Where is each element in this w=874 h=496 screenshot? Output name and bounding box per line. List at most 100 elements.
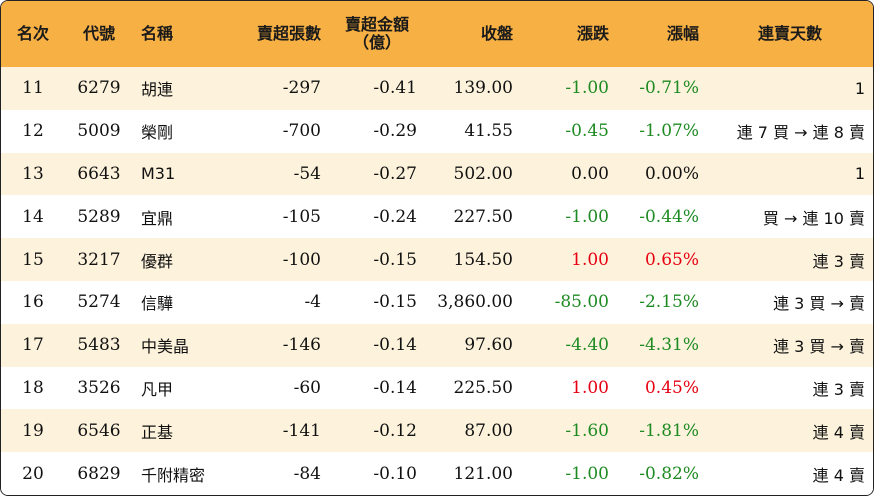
- pct-cell: 0.45%: [644, 377, 699, 398]
- header-sell-amount-line1: 賣超金額: [344, 15, 409, 34]
- table-row: 13 6643 M31 -54 -0.27 502.00 0.00 0.00% 1: [1, 152, 873, 196]
- sell-amount-cell: -0.41: [373, 78, 417, 99]
- rank-cell: 16: [22, 292, 44, 313]
- code-cell: 6829: [77, 463, 121, 484]
- code-cell: 6546: [77, 420, 121, 441]
- sell-shares-cell: -297: [282, 78, 321, 99]
- pct-cell: -0.82%: [639, 463, 699, 484]
- streak-cell: 1: [854, 78, 865, 98]
- name-cell: 正基: [141, 422, 174, 442]
- header-streak: 連賣天數: [757, 24, 822, 43]
- close-cell: 87.00: [464, 420, 513, 441]
- header-rank: 名次: [16, 24, 49, 43]
- close-cell: 225.50: [453, 377, 513, 398]
- close-cell: 154.50: [453, 249, 513, 270]
- code-cell: 5009: [77, 121, 121, 142]
- header-close: 收盤: [480, 24, 513, 43]
- name-cell: 凡甲: [141, 379, 174, 399]
- name-cell: 中美晶: [141, 337, 190, 357]
- rank-cell: 19: [22, 420, 44, 441]
- close-cell: 41.55: [464, 121, 513, 142]
- sell-shares-cell: -100: [282, 249, 321, 270]
- sell-amount-cell: -0.12: [373, 420, 417, 441]
- pct-cell: 0.00%: [644, 163, 699, 184]
- code-cell: 3526: [77, 377, 121, 398]
- code-cell: 3217: [77, 249, 121, 270]
- name-cell: 信驊: [141, 294, 174, 314]
- sell-shares-cell: -146: [282, 335, 321, 356]
- rank-cell: 12: [22, 121, 44, 142]
- close-cell: 3,860.00: [437, 292, 513, 313]
- close-cell: 139.00: [453, 78, 513, 99]
- rank-cell: 11: [22, 78, 44, 99]
- streak-cell: 買 → 連 10 賣: [762, 208, 865, 228]
- rank-cell: 14: [22, 206, 44, 227]
- pct-cell: -2.15%: [639, 292, 699, 313]
- header-sell-shares: 賣超張數: [256, 24, 321, 43]
- header-row: 名次 代號 名稱 賣超張數 賣超金額 （億） 收盤 漲跌 漲幅 連賣天數: [1, 1, 873, 67]
- streak-cell: 連 7 買 → 連 8 賣: [736, 123, 865, 143]
- sell-shares-cell: -700: [282, 121, 321, 142]
- table-row: 15 3217 優群 -100 -0.15 154.50 1.00 0.65% 連 3 賣: [1, 238, 873, 281]
- sell-shares-cell: -60: [293, 377, 321, 398]
- header-code: 代號: [82, 24, 115, 43]
- streak-cell: 連 3 買 → 賣: [773, 294, 865, 314]
- streak-cell: 連 3 賣: [812, 379, 865, 399]
- rank-cell: 18: [22, 377, 44, 398]
- change-cell: 1.00: [571, 249, 609, 270]
- table-row: 11 6279 胡連 -297 -0.41 139.00 -1.00 -0.71% 1: [1, 67, 873, 110]
- header-change: 漲跌: [576, 24, 609, 43]
- table-row: 17 5483 中美晶 -146 -0.14 97.60 -4.40 -4.31% 連 3 買 …: [1, 323, 873, 367]
- code-cell: 6643: [77, 163, 121, 184]
- code-cell: 5289: [77, 206, 121, 227]
- sell-amount-cell: -0.27: [373, 163, 417, 184]
- close-cell: 227.50: [453, 206, 513, 227]
- change-cell: -1.00: [565, 463, 609, 484]
- table-row: 12 5009 榮剛 -700 -0.29 41.55 -0.45 -1.07% 連 7 買 →…: [1, 109, 873, 153]
- streak-cell: 連 3 買 → 賣: [773, 337, 865, 357]
- pct-cell: -0.71%: [639, 78, 699, 99]
- table-row: 18 3526 凡甲 -60 -0.14 225.50 1.00 0.45% 連 3 賣: [1, 366, 873, 410]
- close-cell: 97.60: [464, 335, 513, 356]
- name-cell: 優群: [141, 251, 174, 271]
- name-cell: M31: [141, 164, 176, 184]
- header-sell-amount-line2: （億）: [352, 33, 401, 52]
- change-cell: -85.00: [554, 292, 609, 313]
- change-cell: 0.00: [571, 163, 609, 184]
- close-cell: 121.00: [453, 463, 513, 484]
- pct-cell: -0.44%: [639, 206, 699, 227]
- change-cell: 1.00: [571, 377, 609, 398]
- sell-shares-cell: -4: [304, 292, 321, 313]
- header-pct: 漲幅: [666, 24, 699, 43]
- rank-cell: 20: [22, 463, 44, 484]
- pct-cell: -4.31%: [639, 335, 699, 356]
- pct-cell: 0.65%: [644, 249, 699, 270]
- code-cell: 6279: [77, 78, 121, 99]
- sell-shares-cell: -54: [293, 163, 321, 184]
- change-cell: -1.60: [565, 420, 609, 441]
- pct-cell: -1.81%: [639, 420, 699, 441]
- change-cell: -4.40: [565, 335, 609, 356]
- sell-amount-cell: -0.10: [373, 463, 417, 484]
- sell-shares-cell: -141: [282, 420, 321, 441]
- name-cell: 宜鼎: [141, 208, 174, 228]
- code-cell: 5274: [77, 292, 121, 313]
- sell-amount-cell: -0.14: [373, 377, 417, 398]
- rank-cell: 17: [22, 335, 44, 356]
- sell-shares-cell: -105: [282, 206, 321, 227]
- table-row: 16 5274 信驊 -4 -0.15 3,860.00 -85.00 -2.15% 連 3 買…: [1, 280, 873, 324]
- sell-shares-cell: -84: [293, 463, 321, 484]
- change-cell: -0.45: [565, 121, 609, 142]
- sell-amount-cell: -0.24: [373, 206, 417, 227]
- table-row: 20 6829 千附精密 -84 -0.10 121.00 -1.00 -0.82% 連 4 賣: [1, 452, 873, 495]
- change-cell: -1.00: [565, 206, 609, 227]
- sell-amount-cell: -0.14: [373, 335, 417, 356]
- streak-cell: 1: [854, 164, 865, 184]
- change-cell: -1.00: [565, 78, 609, 99]
- rank-cell: 15: [22, 249, 44, 270]
- close-cell: 502.00: [453, 163, 513, 184]
- rank-cell: 13: [22, 163, 44, 184]
- name-cell: 胡連: [141, 80, 174, 100]
